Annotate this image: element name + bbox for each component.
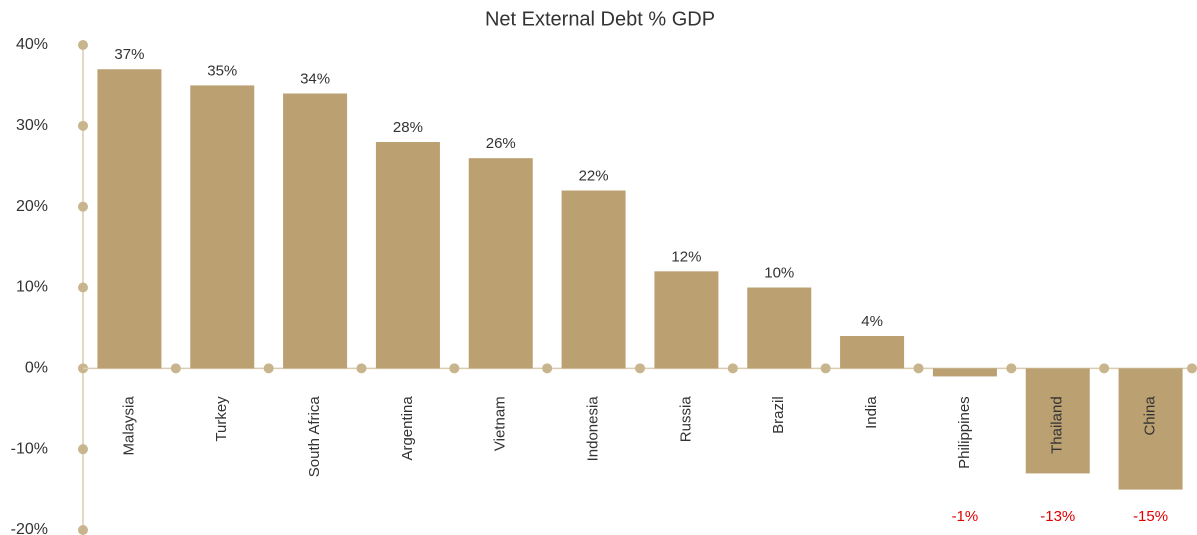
bar bbox=[190, 85, 255, 369]
y-tick-dot bbox=[78, 40, 88, 50]
category-dot bbox=[635, 363, 645, 374]
y-tick-dot bbox=[78, 120, 88, 131]
category-dot bbox=[449, 363, 460, 374]
bar bbox=[561, 190, 626, 369]
x-tick-label: Philippines bbox=[956, 396, 973, 469]
x-tick-label: South Africa bbox=[306, 396, 323, 478]
category-dot bbox=[263, 363, 274, 374]
y-tick-dot bbox=[78, 525, 88, 535]
x-tick-label: Russia bbox=[677, 396, 694, 443]
category-dot bbox=[1099, 363, 1110, 374]
x-tick-label: India bbox=[863, 396, 880, 429]
x-tick-label: Thailand bbox=[1049, 396, 1066, 454]
y-tick-dot bbox=[78, 444, 88, 455]
bar bbox=[747, 287, 812, 369]
bar bbox=[1025, 368, 1090, 474]
category-dot bbox=[820, 363, 831, 374]
value-label: 34% bbox=[300, 70, 330, 87]
bar bbox=[840, 336, 905, 369]
bar bbox=[283, 93, 348, 369]
bar bbox=[468, 158, 533, 369]
y-tick-dot bbox=[78, 201, 88, 212]
value-label: 22% bbox=[579, 167, 609, 184]
bar bbox=[97, 69, 162, 369]
x-tick-label: Malaysia bbox=[120, 396, 137, 456]
chart-title: Net External Debt % GDP bbox=[485, 8, 715, 30]
y-tick-label: 0% bbox=[25, 360, 48, 377]
value-label: 10% bbox=[764, 264, 794, 281]
x-tick-label: Indonesia bbox=[585, 396, 602, 462]
value-label: -1% bbox=[952, 508, 979, 525]
value-label: 28% bbox=[393, 119, 423, 136]
category-dot bbox=[542, 363, 553, 374]
x-tick-label: Brazil bbox=[770, 396, 787, 434]
x-tick-label: China bbox=[1142, 396, 1159, 436]
x-tick-label: Vietnam bbox=[492, 396, 509, 451]
y-tick-label: 10% bbox=[16, 279, 48, 296]
y-tick-label: 40% bbox=[16, 36, 48, 53]
value-label: -13% bbox=[1040, 508, 1075, 525]
value-label: 26% bbox=[486, 135, 516, 152]
value-label: 4% bbox=[861, 313, 883, 330]
bar bbox=[932, 368, 997, 377]
category-dot bbox=[913, 363, 924, 374]
category-dot bbox=[1187, 363, 1197, 374]
bar bbox=[375, 142, 440, 369]
category-dot bbox=[1006, 363, 1017, 374]
value-label: 35% bbox=[207, 62, 237, 79]
value-label: 12% bbox=[671, 248, 701, 265]
category-dot bbox=[356, 363, 367, 374]
value-label: -15% bbox=[1133, 508, 1168, 525]
x-tick-label: Argentina bbox=[399, 396, 416, 461]
category-dot bbox=[727, 363, 738, 374]
y-tick-label: 20% bbox=[16, 198, 48, 215]
y-tick-label: 30% bbox=[16, 117, 48, 134]
category-dot bbox=[170, 363, 181, 374]
bar bbox=[1118, 368, 1183, 490]
y-tick-label: -20% bbox=[11, 521, 48, 535]
y-tick-dot bbox=[78, 282, 88, 293]
value-label: 37% bbox=[114, 46, 144, 63]
bar bbox=[654, 271, 719, 369]
y-tick-label: -10% bbox=[11, 440, 48, 457]
x-tick-label: Turkey bbox=[213, 396, 230, 442]
